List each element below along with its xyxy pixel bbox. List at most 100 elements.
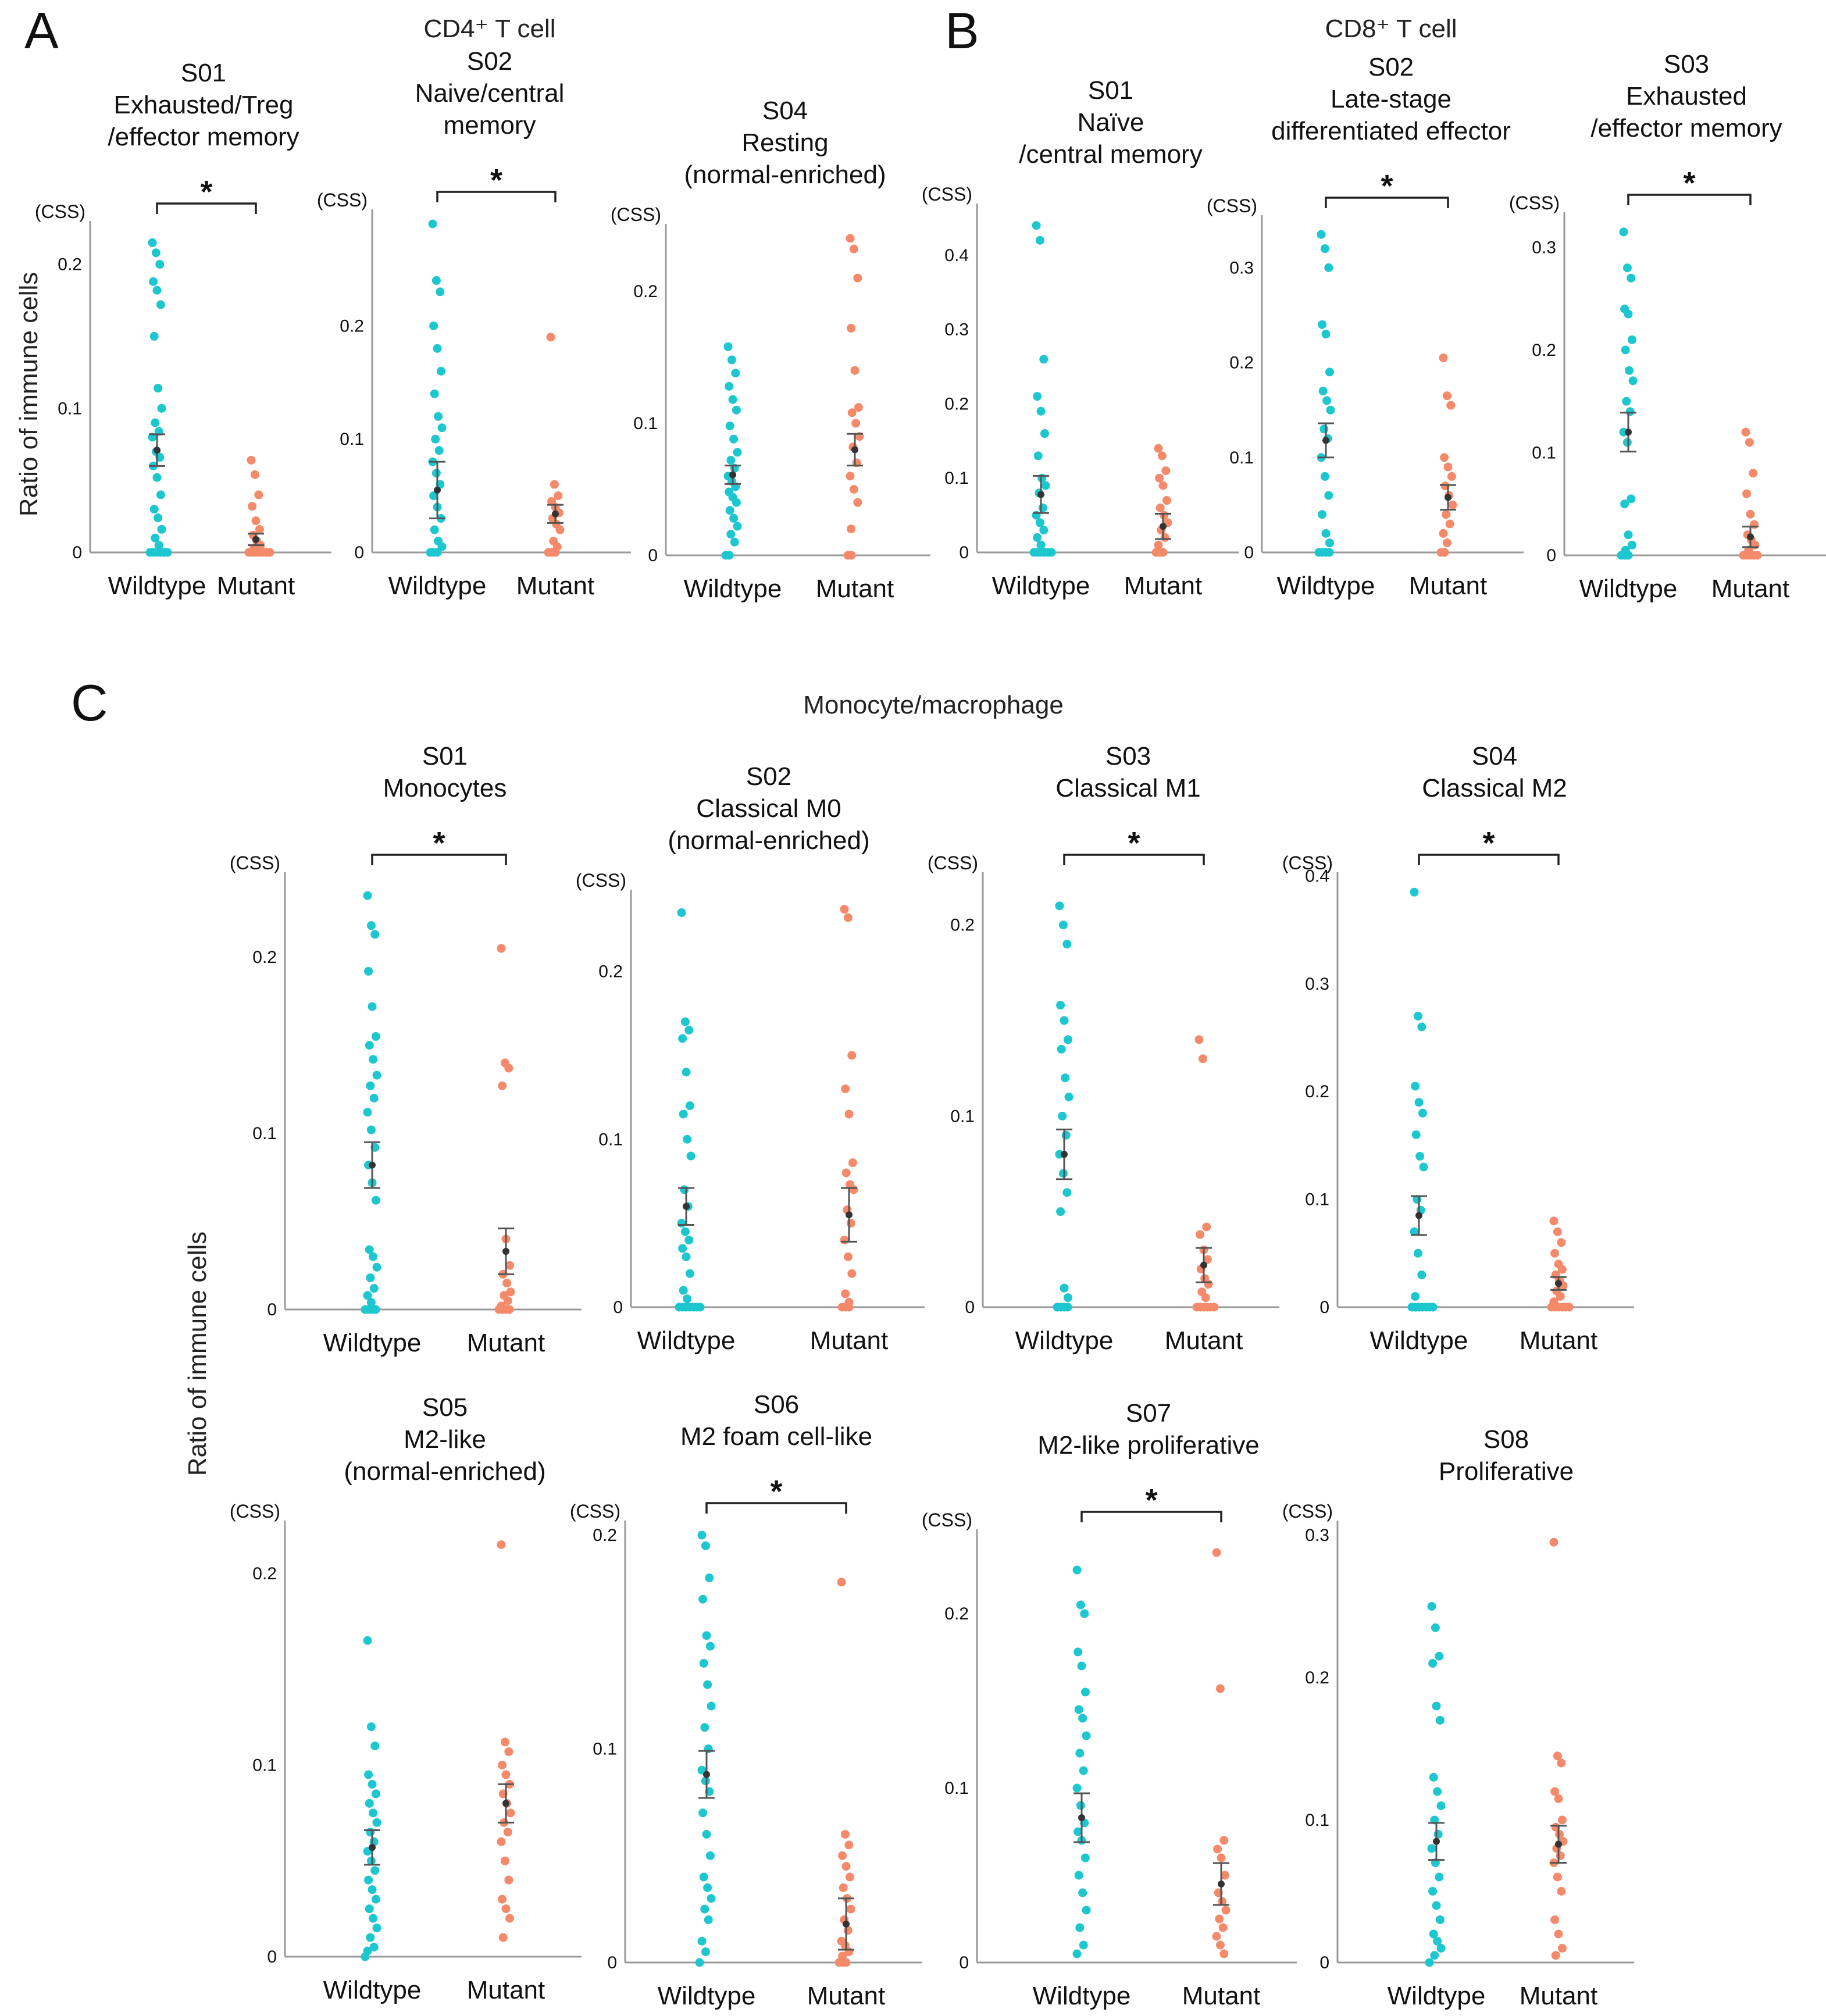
wildtype-point [1627, 335, 1636, 344]
mutant-point [498, 1933, 508, 1942]
mutant-mean-marker [252, 536, 259, 543]
wildtype-point [369, 1252, 378, 1261]
mutant-point [1554, 1929, 1563, 1939]
mutant-point [1550, 1915, 1560, 1924]
wildtype-point [695, 1958, 704, 1967]
x-tick-label-mutant: Mutant [1124, 572, 1203, 600]
mutant-point [550, 480, 559, 489]
mutant-mean-marker [502, 1248, 509, 1255]
subplot-title-line: S02 [746, 762, 791, 791]
wildtype-point [684, 1026, 694, 1035]
wildtype-point [1410, 887, 1419, 897]
wildtype-point [1036, 540, 1046, 550]
wildtype-point [704, 1915, 713, 1924]
wildtype-point [1318, 320, 1327, 329]
mutant-point [551, 548, 560, 557]
wildtype-point [366, 1722, 376, 1732]
wildtype-point [429, 321, 438, 330]
wildtype-point [1077, 1661, 1086, 1671]
group-title-cd4: CD4⁺ T cell [423, 15, 556, 43]
wildtype-point [1624, 530, 1633, 540]
mutant-point [503, 1828, 512, 1837]
mutant-point [1162, 496, 1171, 505]
mutant-point [501, 1770, 511, 1779]
wildtype-point [1436, 1944, 1446, 1953]
wildtype-point [434, 446, 444, 455]
wildtype-point [699, 1872, 708, 1882]
wildtype-point [1627, 494, 1636, 504]
wildtype-point [682, 1068, 691, 1077]
wildtype-point [1622, 397, 1631, 406]
mutant-point [1154, 444, 1163, 453]
mutant-point [1213, 1844, 1222, 1854]
mutant-point [504, 1064, 513, 1073]
wildtype-point [726, 530, 736, 539]
subplot-title-line: S04 [1472, 742, 1517, 770]
wildtype-point [365, 1245, 374, 1254]
wildtype-point [1413, 1248, 1422, 1258]
mutant-point [1212, 1932, 1221, 1941]
wildtype-point [149, 505, 159, 514]
wildtype-point [366, 1856, 376, 1865]
mutant-mean-marker [502, 1800, 509, 1807]
wildtype-point [1074, 1871, 1083, 1880]
wildtype-point [151, 248, 161, 258]
wildtype-mean-marker [369, 1844, 376, 1851]
mutant-point [1749, 469, 1758, 478]
subplot-title-line: M2 foam cell-like [680, 1422, 872, 1451]
wildtype-point [1056, 1207, 1065, 1216]
mutant-point [837, 1578, 846, 1587]
wildtype-point [1041, 481, 1050, 490]
wildtype-point [725, 421, 734, 430]
wildtype-point [700, 1904, 709, 1914]
group-title-monocyte: Monocyte/macrophage [803, 691, 1064, 719]
mutant-point [840, 1236, 849, 1244]
mutant-point [1210, 1303, 1219, 1312]
wildtype-point [686, 1151, 696, 1161]
wildtype-point [156, 300, 165, 309]
unit-label: (CSS) [1282, 852, 1333, 873]
unit-label: (CSS) [230, 1501, 280, 1522]
mutant-point [1439, 529, 1448, 538]
wildtype-point [731, 369, 740, 378]
mutant-point [1557, 1238, 1566, 1247]
mutant-point [244, 548, 254, 557]
mutant-point [265, 548, 274, 557]
wildtype-point [1435, 1872, 1444, 1882]
wildtype-point [428, 219, 437, 229]
wildtype-point [365, 1041, 374, 1050]
wildtype-point [1033, 392, 1042, 401]
wildtype-point [154, 384, 163, 393]
mutant-mean-marker [1747, 533, 1754, 541]
wildtype-point [1320, 244, 1329, 254]
wildtype-point [1075, 1923, 1085, 1932]
wildtype-point [725, 381, 734, 391]
mutant-point [504, 1747, 513, 1756]
wildtype-point [363, 1636, 372, 1645]
wildtype-point [1047, 548, 1056, 557]
wildtype-point [364, 1770, 373, 1779]
subplot-title-line: Exhausted/Treg [114, 91, 294, 119]
wildtype-point [152, 286, 162, 295]
wildtype-point [683, 1294, 692, 1304]
x-tick-label-mutant: Mutant [217, 572, 295, 600]
y-tick-label: 0.1 [252, 1755, 277, 1775]
wildtype-point [366, 1828, 375, 1837]
panel-letter-c: C [71, 674, 108, 732]
wildtype-point [1433, 1830, 1443, 1839]
mutant-point [845, 1872, 854, 1882]
subplot-title-line: S03 [1105, 742, 1151, 770]
wildtype-point [1060, 1283, 1069, 1293]
wildtype-point [363, 1291, 372, 1300]
wildtype-point [698, 1594, 708, 1604]
subplot-title-line: memory [444, 111, 536, 140]
wildtype-point [370, 1866, 380, 1875]
y-tick-label: 0.1 [1532, 443, 1556, 462]
wildtype-mean-marker [729, 471, 736, 479]
mutant-point [1158, 481, 1168, 490]
mutant-mean-marker [851, 446, 858, 454]
subplot-title-line: Classical M2 [1422, 774, 1567, 802]
wildtype-point [1321, 330, 1331, 339]
subplot-title-line: Naïve [1078, 108, 1144, 137]
significance-bracket [705, 1502, 847, 1514]
